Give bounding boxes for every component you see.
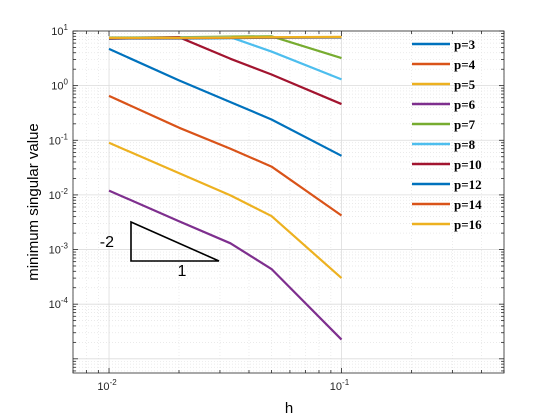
legend: p=3 p=4 p=5 p=6 p=7 p=8 p=10 p=12 p=14 p=16 [412, 37, 482, 232]
grid-minor [72, 31, 505, 373]
axes-box [72, 30, 505, 374]
slope-triangle-shape [130, 220, 220, 262]
y-tick-labels: 10-4 10-3 10-2 10-1 100 101 [49, 23, 69, 311]
legend-label: p=8 [454, 137, 476, 152]
y-tick-label: 10-3 [49, 242, 69, 257]
slope-horizontal-label: 1 [178, 263, 187, 280]
series-line-p-4 [108, 94, 343, 217]
y-tick-label: 10-4 [49, 296, 69, 311]
y-axis-label: minimum singular value [25, 123, 42, 281]
legend-label: p=4 [454, 57, 476, 72]
legend-label: p=16 [454, 217, 482, 232]
legend-label: p=14 [454, 197, 482, 212]
series-line-p-3 [108, 47, 343, 157]
y-tick-label: 10-2 [49, 187, 69, 202]
series-line-p-5 [108, 141, 343, 279]
slope-vertical-label: -2 [100, 234, 114, 251]
y-tick-label: 100 [51, 78, 68, 93]
y-tick-label: 10-1 [49, 132, 69, 147]
legend-label: p=12 [454, 177, 482, 192]
legend-label: p=3 [454, 37, 476, 52]
series-line-p-6 [108, 189, 343, 341]
x-axis-label: h [285, 400, 293, 417]
tick-marks [72, 30, 505, 373]
legend-label: p=7 [454, 117, 476, 132]
y-tick-label: 101 [51, 23, 68, 38]
legend-label: p=6 [454, 97, 476, 112]
x-tick-labels: 10-2 10-1 [97, 378, 349, 393]
series-layer [108, 35, 343, 341]
x-tick-label: 10-2 [97, 378, 117, 393]
slope-triangle: -2 1 [100, 220, 220, 280]
plot-area [73, 31, 504, 373]
legend-label: p=5 [454, 77, 476, 92]
legend-label: p=10 [454, 157, 482, 172]
x-tick-label: 10-1 [330, 378, 350, 393]
series-line-p-16 [109, 35, 342, 39]
